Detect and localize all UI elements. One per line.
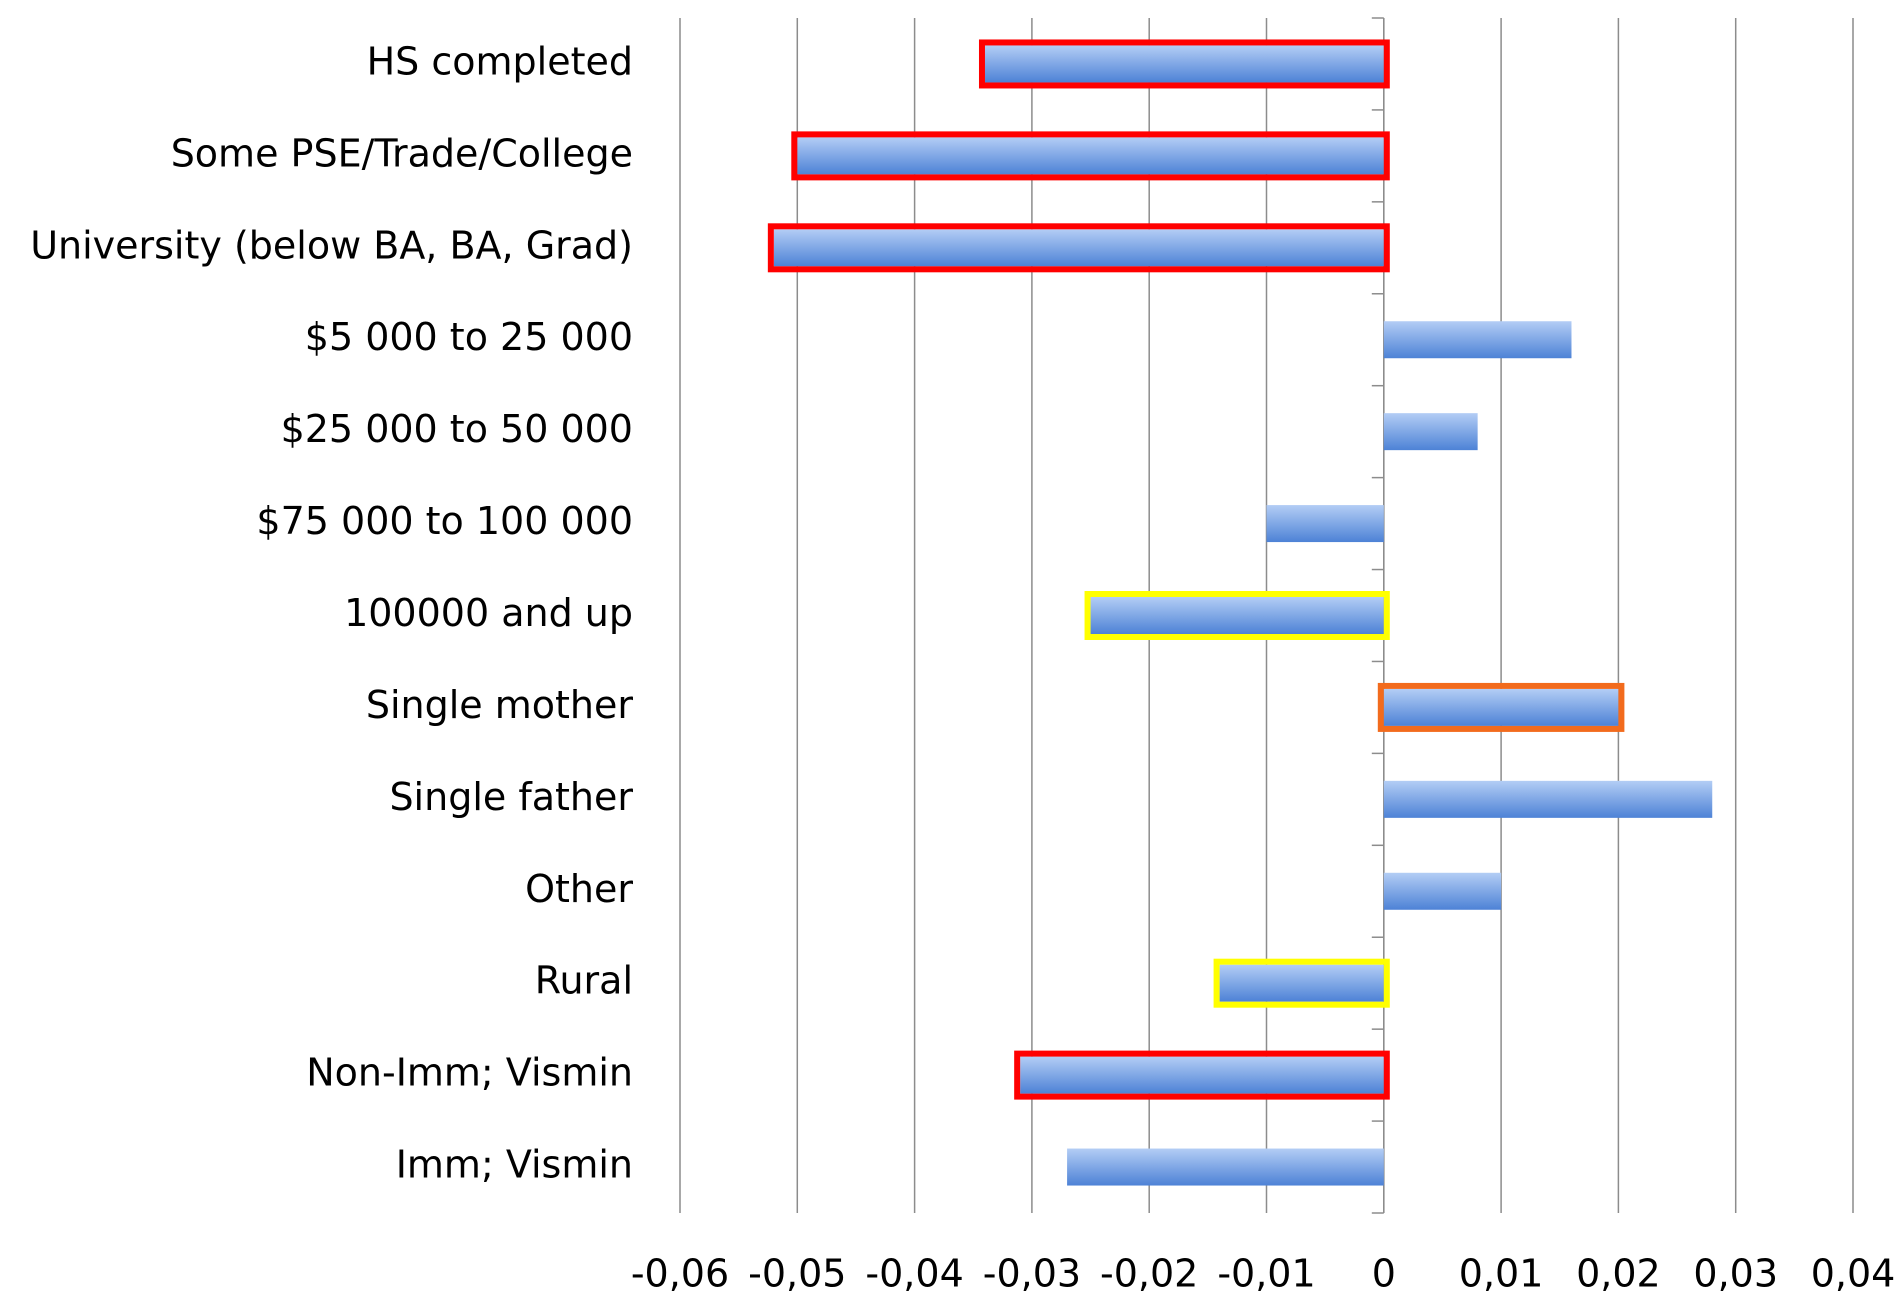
bar [1020, 1056, 1384, 1094]
x-tick-label: 0,03 [1693, 1252, 1778, 1295]
bar [984, 45, 1384, 83]
bar-highlight [1014, 1050, 1390, 1100]
y-tick-label: $25 000 to 50 000 [281, 407, 633, 451]
x-tick-label: -0,02 [1100, 1252, 1198, 1295]
y-tick-label: $75 000 to 100 000 [256, 499, 633, 543]
x-tick-label: 0 [1372, 1252, 1396, 1295]
bar [1067, 1148, 1384, 1186]
y-tick-label: Single father [389, 775, 633, 819]
x-tick-label: -0,05 [748, 1252, 846, 1295]
y-tick-label: Rural [535, 959, 633, 1003]
bar [1383, 872, 1502, 910]
bar-highlight [1377, 682, 1625, 732]
bar [773, 229, 1384, 267]
y-tick-label: $5 000 to 25 000 [305, 315, 633, 359]
y-tick-label: Other [525, 867, 633, 911]
bar [1383, 780, 1713, 818]
x-tick-label: -0,03 [983, 1252, 1081, 1295]
y-tick-label: Some PSE/Trade/College [171, 131, 633, 175]
x-tick-label: -0,01 [1217, 1252, 1315, 1295]
bar [1383, 688, 1619, 726]
bar-highlight [1213, 958, 1390, 1008]
y-tick-label: University (below BA, BA, Grad) [30, 223, 633, 267]
bar [1090, 597, 1384, 634]
bar-highlight [791, 131, 1390, 181]
y-tick-label: HS completed [367, 39, 633, 83]
bar [1383, 321, 1572, 359]
bar [1219, 964, 1384, 1002]
x-tick-label: 0,04 [1811, 1252, 1896, 1295]
bar-highlight [767, 223, 1390, 273]
x-tick-label: 0,01 [1459, 1252, 1544, 1295]
bar [1383, 413, 1478, 451]
bar [1266, 505, 1384, 543]
bar-highlight [1084, 591, 1390, 640]
bar-highlight [978, 39, 1390, 89]
x-tick-label: -0,04 [865, 1252, 963, 1295]
x-tick-label: -0,06 [631, 1252, 729, 1295]
bar [797, 137, 1384, 175]
x-tick-label: 0,02 [1576, 1252, 1661, 1295]
y-tick-label: Non-Imm; Vismin [306, 1051, 633, 1095]
y-tick-label: Single mother [366, 683, 634, 727]
y-tick-label: Imm; Vismin [396, 1143, 633, 1187]
y-tick-label: 100000 and up [344, 591, 633, 635]
